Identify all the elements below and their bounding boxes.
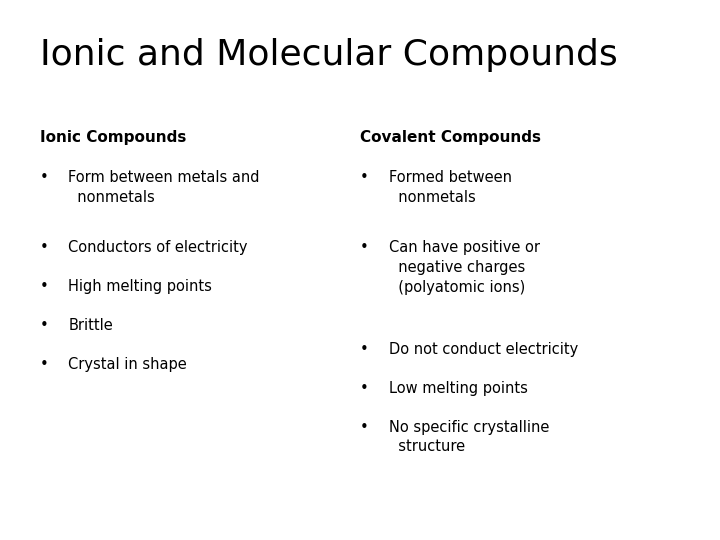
Text: •: • xyxy=(40,240,48,255)
Text: •: • xyxy=(360,342,369,357)
Text: Low melting points: Low melting points xyxy=(389,381,528,396)
Text: •: • xyxy=(360,240,369,255)
Text: Conductors of electricity: Conductors of electricity xyxy=(68,240,248,255)
Text: Ionic Compounds: Ionic Compounds xyxy=(40,130,186,145)
Text: Do not conduct electricity: Do not conduct electricity xyxy=(389,342,578,357)
Text: Covalent Compounds: Covalent Compounds xyxy=(360,130,541,145)
Text: •: • xyxy=(40,318,48,333)
Text: Form between metals and
  nonmetals: Form between metals and nonmetals xyxy=(68,170,260,205)
Text: Can have positive or
  negative charges
  (polyatomic ions): Can have positive or negative charges (p… xyxy=(389,240,540,295)
Text: Ionic and Molecular Compounds: Ionic and Molecular Compounds xyxy=(40,38,617,72)
Text: Brittle: Brittle xyxy=(68,318,113,333)
Text: No specific crystalline
  structure: No specific crystalline structure xyxy=(389,420,549,454)
Text: •: • xyxy=(40,279,48,294)
Text: •: • xyxy=(360,170,369,185)
Text: •: • xyxy=(40,357,48,372)
Text: •: • xyxy=(360,381,369,396)
Text: Formed between
  nonmetals: Formed between nonmetals xyxy=(389,170,512,205)
Text: •: • xyxy=(40,170,48,185)
Text: Crystal in shape: Crystal in shape xyxy=(68,357,187,372)
Text: High melting points: High melting points xyxy=(68,279,212,294)
Text: •: • xyxy=(360,420,369,435)
